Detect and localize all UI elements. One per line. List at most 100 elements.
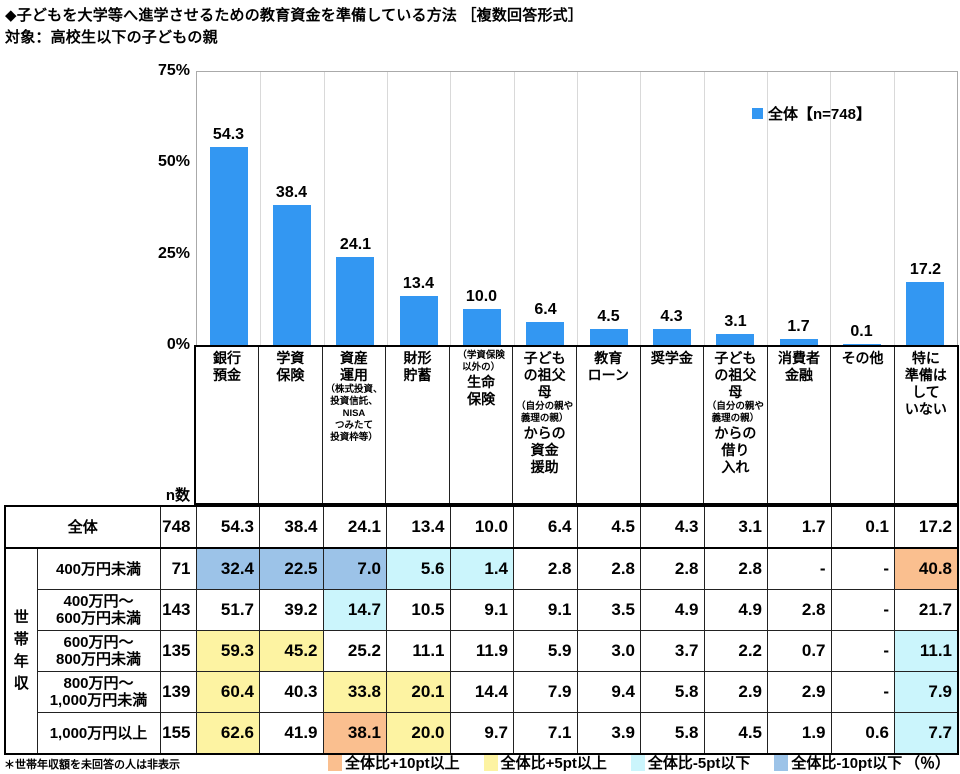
value-cell: 2.8 <box>640 547 705 590</box>
column-gridline <box>514 72 515 345</box>
column-gridline <box>640 72 641 345</box>
value-cell: 9.7 <box>449 712 514 755</box>
value-cell: 17.2 <box>894 505 959 549</box>
column-gridline <box>260 72 261 345</box>
value-cell: 3.0 <box>576 630 641 672</box>
color-legend-item: 全体比+5pt以上 <box>483 752 607 773</box>
color-legend-item: 全体比-5pt以下 <box>630 752 750 773</box>
value-cell: 40.8 <box>894 547 959 590</box>
category-label-line: 生命 <box>467 374 496 390</box>
bar-value-label: 0.1 <box>850 323 873 340</box>
category-header-cell: 財形 貯蓄 <box>385 345 450 505</box>
value-cell: 0.1 <box>830 505 895 549</box>
column-gridline <box>450 72 451 345</box>
value-cell: 41.9 <box>259 712 324 755</box>
color-swatch-icon <box>328 754 342 771</box>
category-label-line: 保険 <box>276 367 305 383</box>
value-cell: 4.3 <box>640 505 705 549</box>
bar <box>906 282 944 345</box>
n-value-cell: 748 <box>159 505 197 549</box>
value-cell: 5.8 <box>640 671 705 713</box>
bar-value-label: 13.4 <box>402 275 435 292</box>
percent-unit: （％） <box>904 755 950 772</box>
bar-value-label: 6.4 <box>534 301 557 318</box>
bar <box>273 205 311 345</box>
value-cell: 2.8 <box>703 547 768 590</box>
category-label-line: 母 <box>728 384 743 400</box>
color-legend-label: 全体比-10pt以下 <box>791 755 903 772</box>
color-swatch-icon <box>483 754 498 771</box>
n-count-header: n数 <box>165 487 190 504</box>
category-label-line: 教育 <box>594 350 623 366</box>
category-header-cell: 教育 ローン <box>575 345 641 505</box>
column-gridline <box>894 72 895 345</box>
value-cell: 7.1 <box>513 712 578 755</box>
value-cell: 62.6 <box>195 712 260 755</box>
category-label-line: 消費者 <box>777 350 820 366</box>
chart-plot: 54.3 38.4 24.1 13.4 10.0 6.4 4.5 4.3 3.1 1.7 0.1 17… <box>196 71 958 345</box>
value-cell: - <box>830 630 895 672</box>
color-legend: 全体比+10pt以上 全体比+5pt以上 全体比-5pt以下 全体比-10pt以下 <box>328 752 902 773</box>
value-cell: 1.4 <box>449 547 514 590</box>
value-cell: 11.1 <box>894 630 959 672</box>
color-legend-item: 全体比+10pt以上 <box>328 752 460 773</box>
value-cell: 54.3 <box>195 505 260 549</box>
bar-value-label: 24.1 <box>339 236 372 253</box>
category-label-line: の祖父 <box>714 367 757 383</box>
income-row-label: 800万円～ 1,000万円未満 <box>36 671 161 713</box>
value-cell: 32.4 <box>195 547 260 590</box>
value-cell: 25.2 <box>322 630 387 672</box>
value-cell: 3.9 <box>576 712 641 755</box>
category-label-line: からの <box>523 425 566 441</box>
bar <box>336 257 374 345</box>
category-label-line: いない <box>904 401 947 417</box>
income-row: 600万円～ 800万円未満 135 59.3 45.2 25.2 11.1 11.9 5.9 3… <box>5 630 959 672</box>
value-cell: 39.2 <box>259 589 324 631</box>
category-label-line: 義理の親） <box>520 413 569 424</box>
value-cell: 51.7 <box>195 589 260 631</box>
bar-value-label: 4.3 <box>660 308 683 325</box>
value-cell: 13.4 <box>386 505 451 549</box>
category-label-line: 子ども <box>523 350 566 366</box>
category-label-line: 運用 <box>339 367 368 383</box>
category-header-cell: 消費者 金融 <box>766 345 832 505</box>
category-header-cell: 特に 準備は して いない <box>893 345 959 505</box>
category-label-line: 資産 <box>339 350 368 366</box>
color-legend-item: 全体比-10pt以下 <box>774 752 902 773</box>
category-label-line: の祖父 <box>523 367 566 383</box>
value-cell: 20.1 <box>386 671 451 713</box>
column-gridline <box>324 72 325 345</box>
value-cell: 60.4 <box>195 671 260 713</box>
value-cell: 22.5 <box>259 547 324 590</box>
income-row: 1,000万円以上 155 62.6 41.9 38.1 20.0 9.7 7.1 3.9 5.8… <box>5 712 959 755</box>
color-swatch-icon <box>630 754 645 771</box>
column-gridline <box>387 72 388 345</box>
n-value-cell: 139 <box>159 671 197 713</box>
value-cell: 11.9 <box>449 630 514 672</box>
category-label-line: 借り <box>721 442 750 458</box>
value-cell: 5.9 <box>513 630 578 672</box>
value-cell: 3.1 <box>703 505 768 549</box>
category-label-line: その他 <box>841 350 884 366</box>
value-cell: 33.8 <box>322 671 387 713</box>
overall-row-table: 全体 748 54.3 38.4 24.1 13.4 10.0 6.4 4.5 4.3 3.1 1.7… <box>4 505 959 549</box>
category-label-line: 財形 <box>403 350 432 366</box>
n-value-cell: 155 <box>159 712 197 755</box>
category-label-line: つみたて <box>334 420 373 431</box>
value-cell: 9.1 <box>449 589 514 631</box>
color-legend-label: 全体比+10pt以上 <box>345 755 460 772</box>
value-cell: 40.3 <box>259 671 324 713</box>
category-label-line: 準備は <box>904 367 947 383</box>
income-row: 400万円～ 600万円未満 143 51.7 39.2 14.7 10.5 9.1 9.1 3.… <box>5 589 959 631</box>
category-header-cell: 奨学金 <box>639 345 705 505</box>
income-row: 世帯年収 400万円未満 71 32.4 22.5 7.0 5.6 1.4 2.8 2.8 2.8 2… <box>4 547 959 755</box>
value-cell: 4.5 <box>703 712 768 755</box>
bar <box>210 147 248 345</box>
value-cell: 4.9 <box>640 589 705 631</box>
value-cell: - <box>830 671 895 713</box>
category-label-line: 奨学金 <box>650 350 693 366</box>
chart-legend: 全体【n=748】 <box>752 103 871 124</box>
value-cell: 4.5 <box>576 505 641 549</box>
category-label-line: 貯蓄 <box>403 367 432 383</box>
